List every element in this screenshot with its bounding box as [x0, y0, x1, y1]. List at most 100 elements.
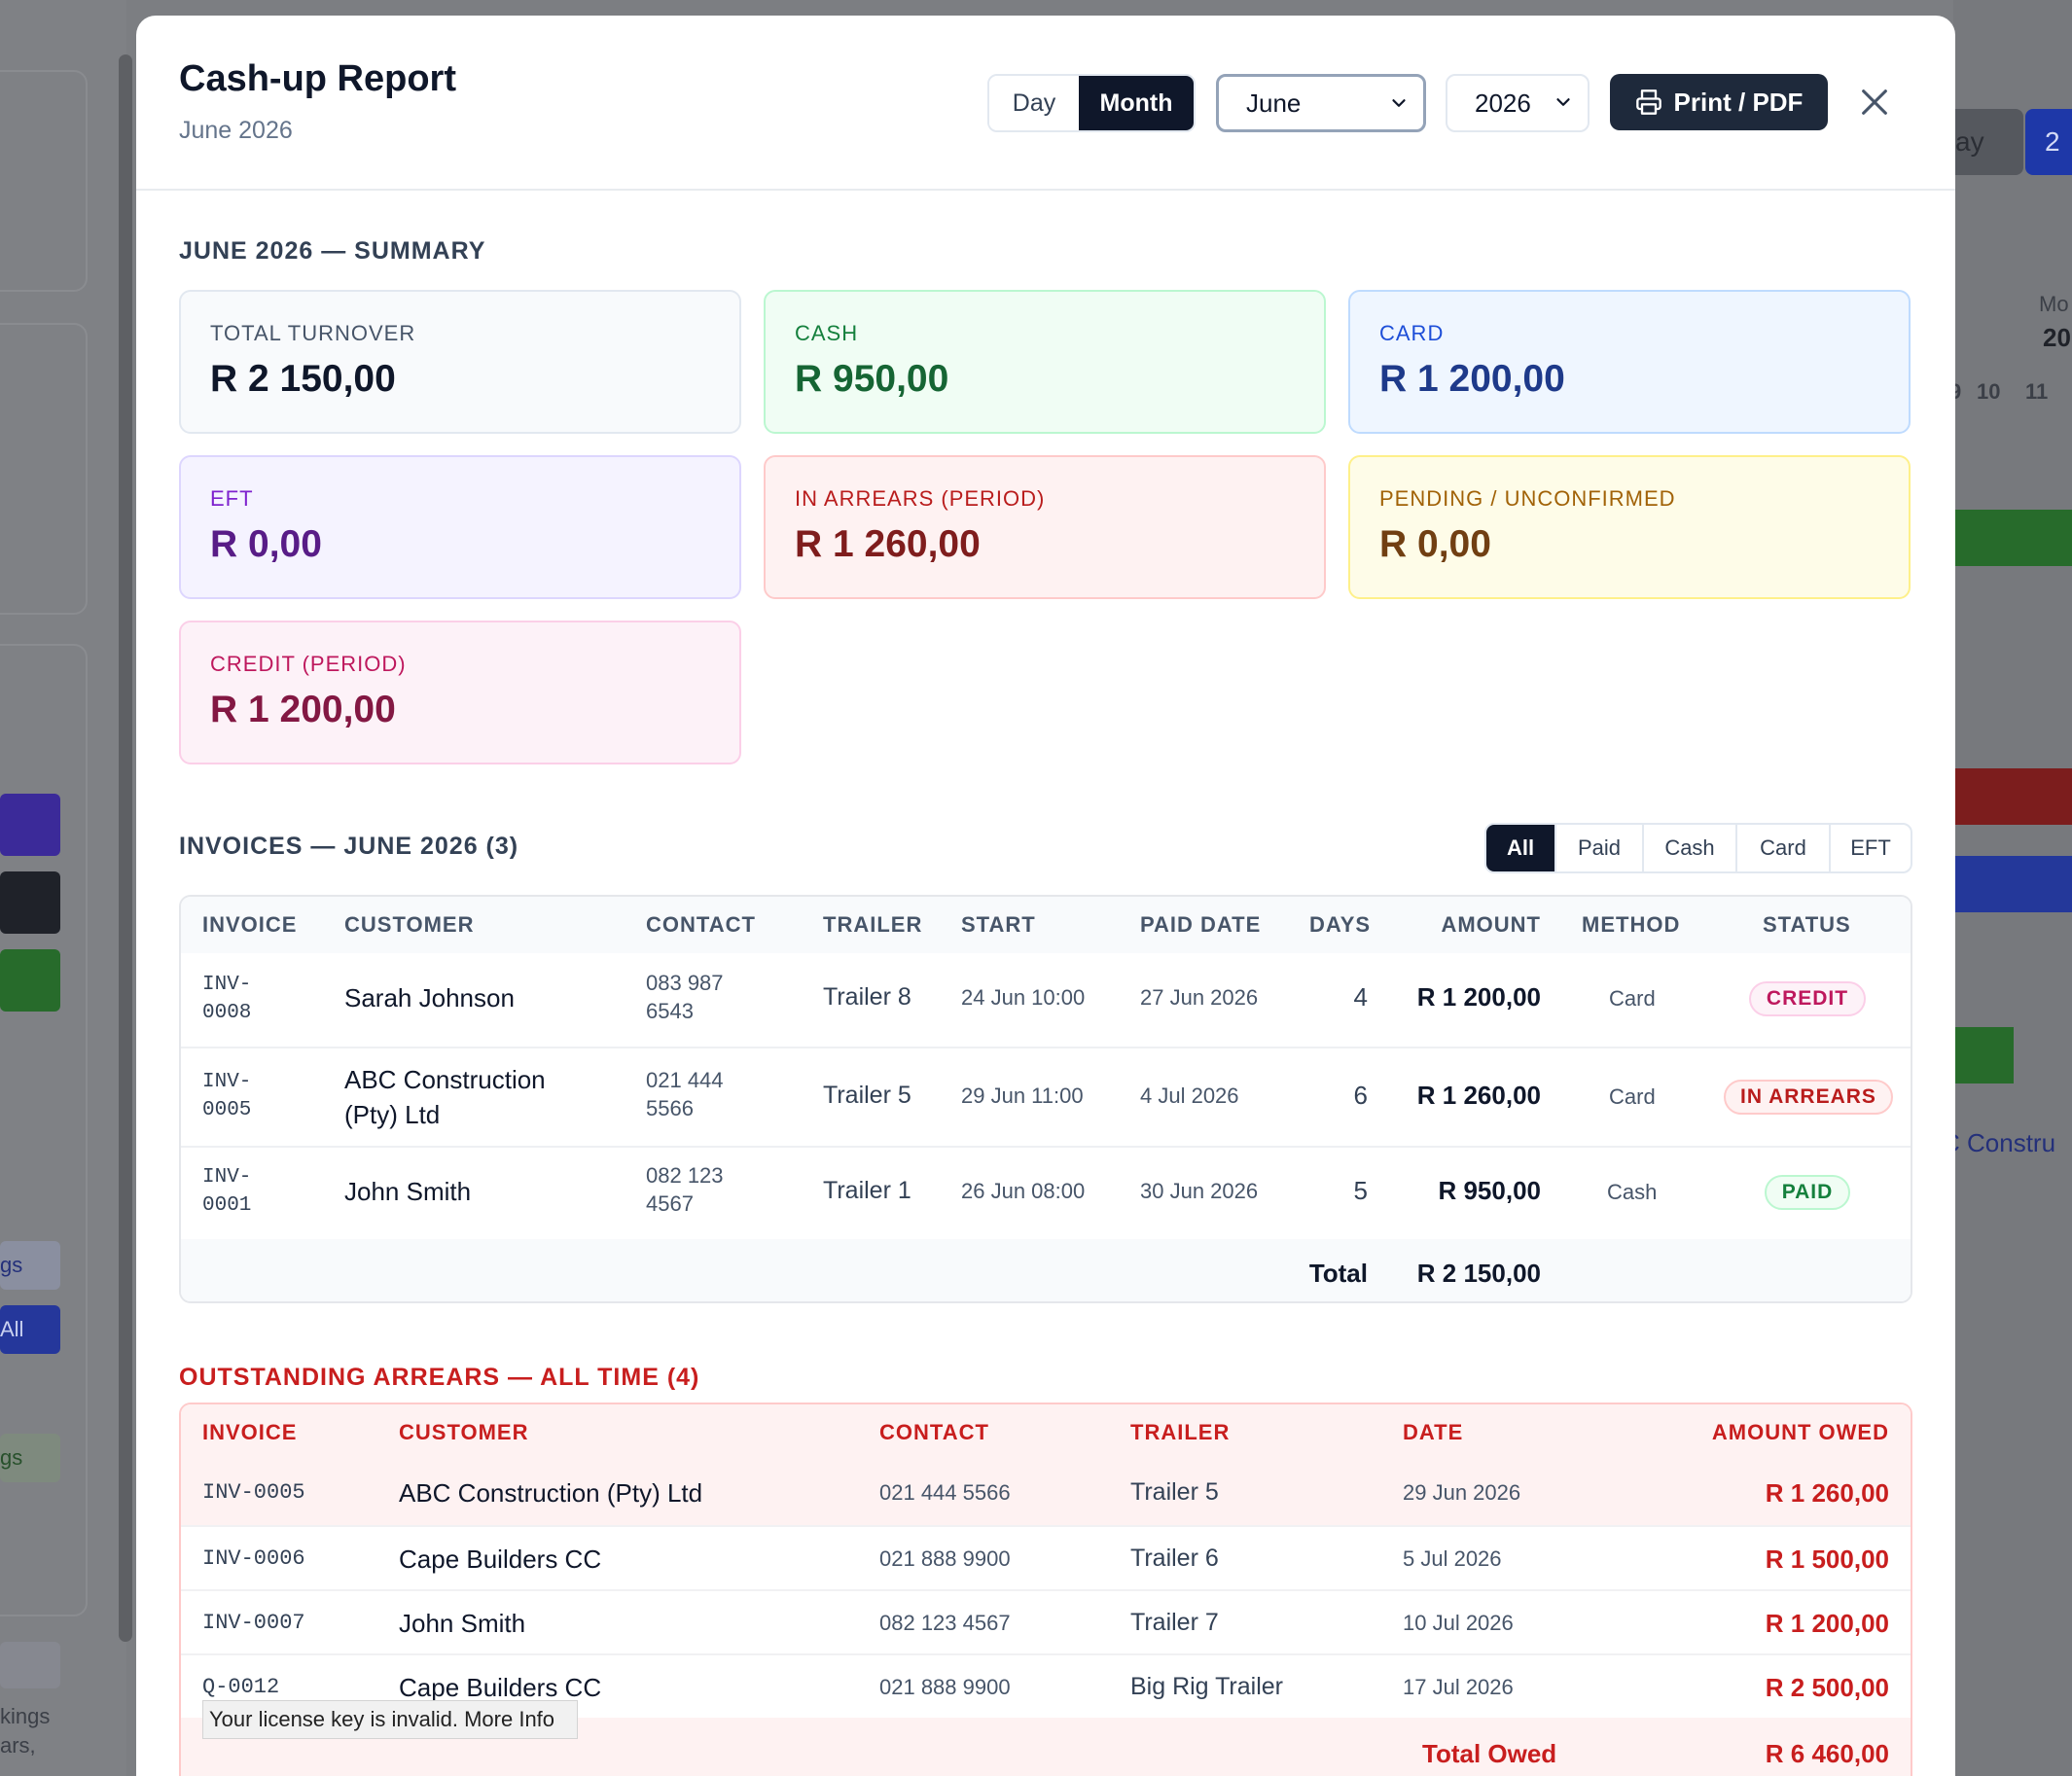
amount: R 950,00 — [1438, 1176, 1541, 1205]
card-value: R 1 200,00 — [210, 689, 396, 730]
table-row[interactable]: INV-0007 John Smith 082 123 4567 Trailer… — [181, 1589, 1911, 1653]
month-select-value: June — [1246, 88, 1302, 118]
method: Card — [1609, 986, 1656, 1011]
background-tag — [0, 1642, 60, 1688]
column-header: TRAILER — [823, 912, 923, 937]
card-value: R 1 200,00 — [1379, 358, 1565, 400]
date: 5 Jul 2026 — [1403, 1546, 1502, 1571]
background-tag — [0, 1241, 60, 1290]
total-value: R 2 150,00 — [1416, 1259, 1541, 1288]
filter-paid[interactable]: Paid — [1554, 825, 1642, 871]
background-panel — [0, 323, 88, 615]
paid-date: 30 Jun 2026 — [1140, 1179, 1259, 1203]
filter-card[interactable]: Card — [1735, 825, 1829, 871]
column-header: INVOICE — [202, 1420, 298, 1444]
summary-card-pending: PENDING / UNCONFIRMED R 0,00 — [1348, 455, 1911, 599]
background-text: ay — [1955, 126, 1984, 157]
customer-name: Cape Builders CC — [399, 1545, 602, 1574]
total-owed-value: R 6 460,00 — [1765, 1739, 1889, 1768]
background-booking — [1936, 510, 2072, 566]
column-header: DATE — [1403, 1420, 1464, 1444]
invoices-table: INVOICE CUSTOMER CONTACT TRAILER START P… — [179, 895, 1912, 1303]
card-label: CARD — [1379, 321, 1445, 345]
month-select[interactable]: June — [1216, 74, 1426, 132]
invoice-number: Q-0012 — [202, 1675, 280, 1699]
column-header: CONTACT — [879, 1420, 989, 1444]
amount: R 1 200,00 — [1416, 982, 1541, 1012]
trailer: Trailer 6 — [1130, 1545, 1219, 1572]
year-select[interactable]: 2026 — [1446, 74, 1590, 132]
background-text: gs — [0, 1253, 23, 1277]
summary-card-credit: CREDIT (PERIOD) R 1 200,00 — [179, 621, 741, 764]
license-notice[interactable]: Your license key is invalid. More Info — [202, 1700, 578, 1739]
invoice-number: INV-0005 — [202, 1071, 252, 1121]
background-text: C Constru — [1942, 1128, 2056, 1157]
cashup-report-modal: Cash-up Report June 2026 Day Month June … — [136, 16, 1955, 1776]
table-row[interactable]: INV-0005 ABC Construction (Pty) Ltd 021 … — [181, 1461, 1911, 1525]
table-row[interactable]: Q-0012 Cape Builders CC 021 888 9900 Big… — [181, 1653, 1911, 1718]
paid-date: 4 Jul 2026 — [1140, 1083, 1239, 1108]
background-text: All — [0, 1317, 24, 1341]
filter-all[interactable]: All — [1486, 825, 1554, 871]
summary-card-cash: CASH R 950,00 — [764, 290, 1326, 434]
card-label: IN ARREARS (PERIOD) — [795, 486, 1046, 511]
card-label: PENDING / UNCONFIRMED — [1379, 486, 1676, 511]
invoice-number: INV- 0008 — [202, 974, 252, 1024]
contact: 021 888 9900 — [879, 1546, 1011, 1571]
method: Cash — [1607, 1180, 1658, 1204]
background-text: 2 — [2045, 126, 2060, 157]
table-row[interactable]: INV- 0008 Sarah Johnson 083 987 6543 Trail… — [181, 953, 1911, 1047]
contact: 082 123 4567 — [646, 1163, 724, 1216]
amount-owed: R 1 500,00 — [1765, 1545, 1889, 1574]
column-header: CUSTOMER — [344, 912, 475, 937]
card-label: CREDIT (PERIOD) — [210, 652, 407, 676]
total-owed-label: Total Owed — [1422, 1739, 1557, 1768]
card-label: CASH — [795, 321, 859, 345]
background-button — [0, 794, 60, 856]
background-panel — [0, 644, 88, 1616]
card-value: R 2 150,00 — [210, 358, 396, 400]
table-row[interactable]: INV-0006 Cape Builders CC 021 888 9900 T… — [181, 1525, 1911, 1589]
paid-date: 27 Jun 2026 — [1140, 985, 1259, 1010]
filter-cash[interactable]: Cash — [1642, 825, 1735, 871]
column-header: INVOICE — [202, 912, 298, 937]
background-button — [0, 871, 60, 934]
period-toggle: Day Month — [987, 74, 1196, 132]
background-scrollbar — [119, 54, 132, 1642]
column-header: METHOD — [1582, 912, 1681, 937]
summary-card-eft: EFT R 0,00 — [179, 455, 741, 599]
customer-name: ABC Construction (Pty) Ltd — [344, 1065, 546, 1129]
date: 10 Jul 2026 — [1403, 1611, 1514, 1635]
customer-name: John Smith — [399, 1609, 526, 1638]
background-tag — [0, 1305, 60, 1354]
customer-name: ABC Construction (Pty) Ltd — [399, 1478, 703, 1508]
column-header: AMOUNT OWED — [1711, 1420, 1889, 1444]
table-row[interactable]: INV- 0001 John Smith 082 123 4567 Trailer … — [181, 1146, 1911, 1239]
card-label: TOTAL TURNOVER — [210, 321, 416, 345]
days: 6 — [1353, 1081, 1368, 1110]
background-text: Mo — [2039, 292, 2069, 316]
year-select-value: 2026 — [1475, 88, 1531, 118]
amount-owed: R 1 260,00 — [1765, 1478, 1889, 1508]
start: 26 Jun 08:00 — [961, 1179, 1086, 1203]
background-booking — [1936, 768, 2072, 825]
column-header: PAID DATE — [1140, 912, 1262, 937]
card-label: EFT — [210, 486, 254, 511]
table-header: INVOICE CUSTOMER CONTACT TRAILER DATE AM… — [181, 1404, 1911, 1461]
table-row[interactable]: INV- 0005 ABC Construction (Pty) Ltd 021 4… — [181, 1047, 1911, 1146]
column-header: START — [961, 912, 1036, 937]
invoice-filter-group: All Paid Cash Card EFT — [1484, 823, 1912, 873]
status-badge: CREDIT — [1749, 981, 1866, 1016]
period-day-button[interactable]: Day — [989, 76, 1079, 130]
background-text: ars, — [0, 1733, 36, 1758]
column-header: CONTACT — [646, 912, 756, 937]
period-month-button[interactable]: Month — [1079, 76, 1194, 130]
background-button — [2025, 109, 2072, 175]
close-icon[interactable] — [1858, 86, 1891, 119]
invoice-number: INV-0006 — [202, 1546, 305, 1571]
start: 29 Jun 11:00 — [961, 1083, 1084, 1108]
print-pdf-label: Print / PDF — [1673, 87, 1804, 117]
background-text: kings — [0, 1704, 51, 1728]
print-pdf-button[interactable]: Print / PDF — [1610, 74, 1828, 130]
filter-eft[interactable]: EFT — [1829, 825, 1911, 871]
